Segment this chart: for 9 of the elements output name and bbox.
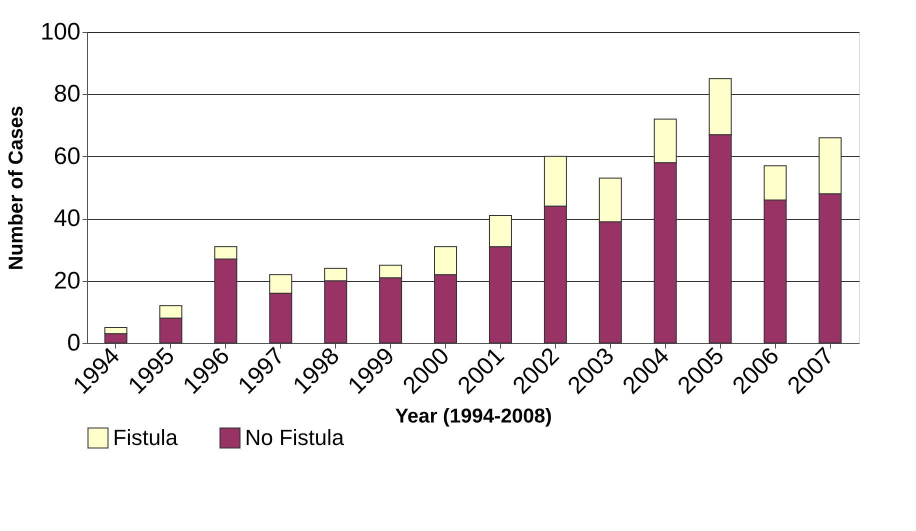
y-tick-label: 40 [54,205,80,232]
y-tick-label: 20 [54,267,80,294]
y-tick-label: 80 [54,80,80,108]
x-axis-title: Year (1994-2008) [395,406,552,428]
y-tick-label: 60 [54,142,80,170]
y-axis-title: Number of Cases [5,106,28,270]
legend-label: Fistula [113,425,179,450]
y-tick-label: 100 [40,18,80,46]
legend-label: No Fistula [245,425,345,450]
